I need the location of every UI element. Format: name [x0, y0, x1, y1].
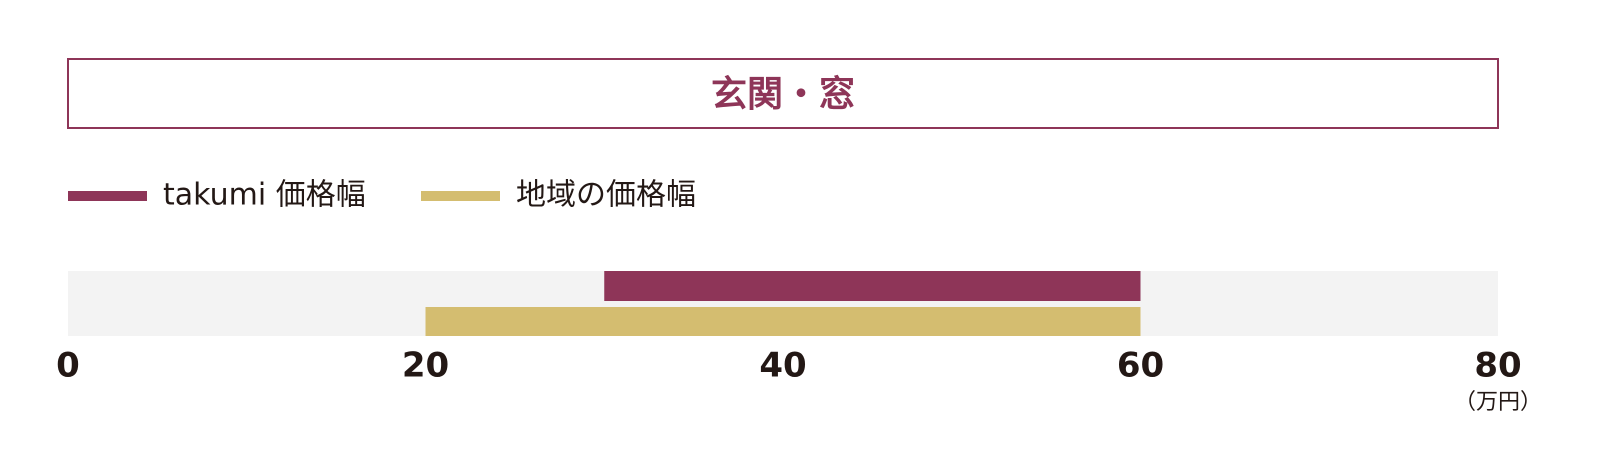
legend-swatch [68, 191, 147, 201]
title-frame [67, 58, 1499, 129]
range-bar [425, 307, 1141, 336]
legend-swatch [421, 191, 500, 201]
legend-label: takumi 価格幅 [163, 178, 366, 213]
unit-label: （万円） [1454, 390, 1542, 415]
range-bar [604, 271, 1141, 301]
x-tick-label: 40 [759, 346, 806, 386]
chart-title: 玄関・窓 [711, 74, 855, 115]
x-tick-label: 20 [402, 346, 449, 386]
legend-label: 地域の価格幅 [516, 178, 696, 213]
x-tick-label: 80 [1474, 346, 1521, 386]
x-tick-label: 60 [1117, 346, 1164, 386]
x-tick-label: 0 [56, 346, 80, 386]
